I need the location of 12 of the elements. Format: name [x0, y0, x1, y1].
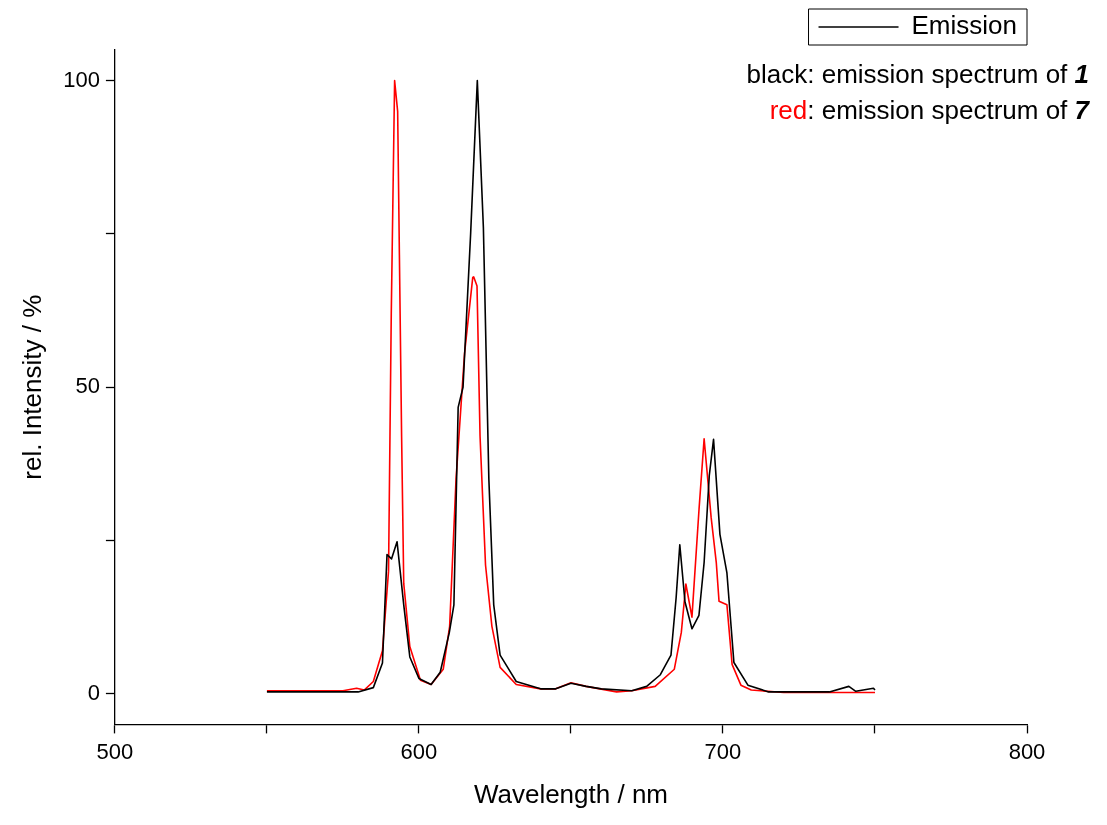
x-axis-title: Wavelength / nm — [473, 778, 669, 809]
legend-label: Emission — [911, 10, 1018, 41]
y-tick-label: 50 — [75, 373, 100, 399]
y-tick-label: 100 — [63, 66, 100, 92]
x-tick-label: 700 — [704, 738, 742, 764]
y-axis-title: rel. Intensity / % — [16, 294, 47, 480]
annotation: black: emission spectrum of 1 — [746, 59, 1090, 90]
x-tick-label: 800 — [1008, 738, 1046, 764]
x-tick-label: 500 — [96, 738, 134, 764]
x-tick-label: 600 — [400, 738, 438, 764]
y-tick-label: 0 — [87, 679, 100, 705]
annotation: red: emission spectrum of 7 — [769, 95, 1091, 126]
